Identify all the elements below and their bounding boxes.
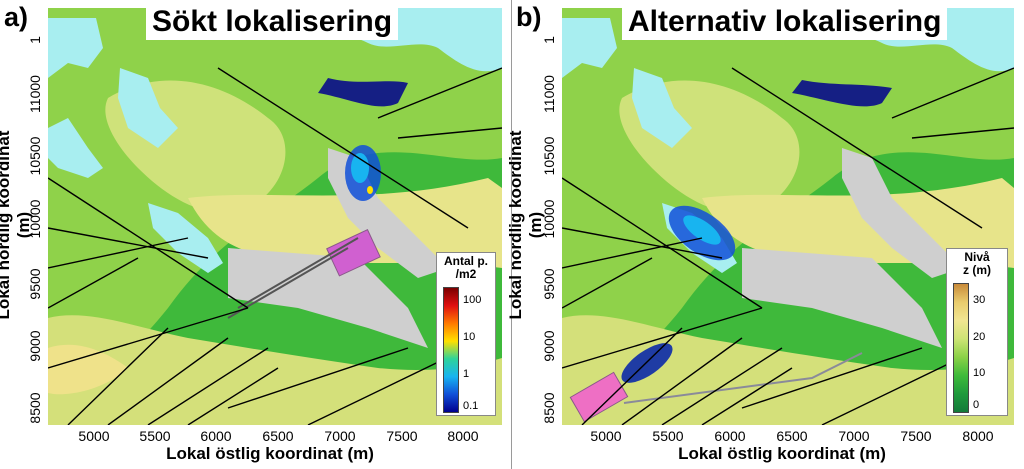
y-tick-label: 10000: [541, 199, 557, 239]
repository-layout: [326, 229, 381, 277]
y-tick-label: 9000: [27, 330, 43, 362]
legend-particles: Antal p. /m2 100 10 1 0.1: [436, 252, 496, 416]
legend-tick: 20: [973, 331, 986, 343]
map-panel-a: [48, 8, 502, 425]
panel-a: a) Sökt lokalisering Lokal nordlig koord…: [0, 2, 502, 463]
x-axis-label: Lokal östlig koordinat (m): [166, 444, 374, 463]
x-tick-label: 7500: [900, 428, 932, 444]
legend-tick: 0.1: [463, 400, 479, 412]
legend-tick: 0: [973, 399, 980, 411]
y-axis-label: Lokal nordlig koordinat (m): [506, 130, 545, 320]
y-tick-label: 9500: [27, 268, 43, 300]
legend-title: Antal p.: [444, 254, 488, 268]
legend-tick: 1: [463, 368, 470, 380]
x-tick-label: 5500: [652, 428, 684, 444]
x-tick-label: 5000: [590, 428, 622, 444]
panel-label: b): [516, 2, 542, 32]
x-tick-label: 7000: [838, 428, 870, 444]
y-tick-label: 11000: [27, 75, 43, 113]
x-tick-label: 8000: [447, 428, 479, 444]
legend-tick: 100: [463, 294, 482, 306]
particle-plume-south: [621, 343, 673, 383]
y-tick-label: 8500: [27, 392, 43, 424]
facility-area: [228, 248, 428, 348]
water-lake-2: [48, 118, 103, 178]
map-panel-b: [562, 8, 1014, 425]
x-axis-label: Lokal östlig koordinat (m): [678, 444, 886, 463]
legend-colorbar: [953, 283, 969, 413]
particle-plume-core: [351, 153, 369, 183]
particle-plume-core: [683, 215, 721, 245]
x-tick-label: 6000: [200, 428, 232, 444]
panel-label: a): [4, 2, 29, 32]
water-northwest: [562, 18, 617, 78]
y-tick-label: 11000: [541, 75, 557, 113]
legend-tick: 10: [463, 331, 476, 343]
access-tunnel: [227, 237, 359, 319]
x-tick-label: 7500: [386, 428, 418, 444]
facility-ramp: [842, 148, 962, 278]
x-tick-label: 7000: [324, 428, 356, 444]
particle-hotspot: [367, 186, 373, 194]
terrain-map: [48, 8, 502, 425]
panel-divider: [511, 0, 512, 469]
fracture-zones: [48, 67, 502, 425]
y-tick-label: 1: [27, 36, 43, 44]
particle-discharge-north: [318, 78, 408, 107]
x-tick-label: 6500: [262, 428, 294, 444]
legend-unit: /m2: [455, 267, 477, 281]
facility-area: [742, 248, 942, 348]
panel-title: Sökt lokalisering: [146, 4, 399, 40]
y-tick-label: 10000: [27, 199, 43, 239]
legend-colorbar: [443, 287, 459, 413]
panel-b: b) Alternativ lokalisering Lokal nordlig…: [506, 0, 1024, 469]
terrain-map: [562, 8, 1014, 425]
water-lake-1: [118, 68, 178, 148]
y-tick-label: 1: [541, 36, 557, 44]
legend-tick: 30: [973, 294, 986, 306]
x-tick-label: 5500: [139, 428, 171, 444]
repository-layout: [569, 371, 629, 423]
y-tick-label: 10500: [27, 136, 43, 176]
fracture-zones: [562, 67, 1014, 425]
y-tick-label: 9000: [541, 330, 557, 362]
panel-title: Alternativ lokalisering: [622, 4, 948, 40]
water-lake-1: [632, 68, 692, 148]
y-tick-label: 9500: [541, 268, 557, 300]
particle-discharge-north: [792, 80, 892, 107]
legend-tick: 10: [973, 367, 986, 379]
terrain-southwest: [48, 344, 128, 395]
x-tick-label: 6000: [714, 428, 746, 444]
legend-unit: z (m): [963, 263, 991, 277]
y-tick-label: 8500: [541, 392, 557, 424]
y-tick-label: 10500: [541, 136, 557, 176]
legend-title: Nivå: [964, 250, 990, 264]
legend-level: Nivå z (m) 30 20 10 0: [946, 248, 1008, 416]
x-tick-label: 6500: [776, 428, 808, 444]
x-tick-label: 8000: [962, 428, 994, 444]
access-tunnel: [623, 352, 863, 404]
x-tick-label: 5000: [78, 428, 110, 444]
water-northwest: [48, 18, 103, 78]
